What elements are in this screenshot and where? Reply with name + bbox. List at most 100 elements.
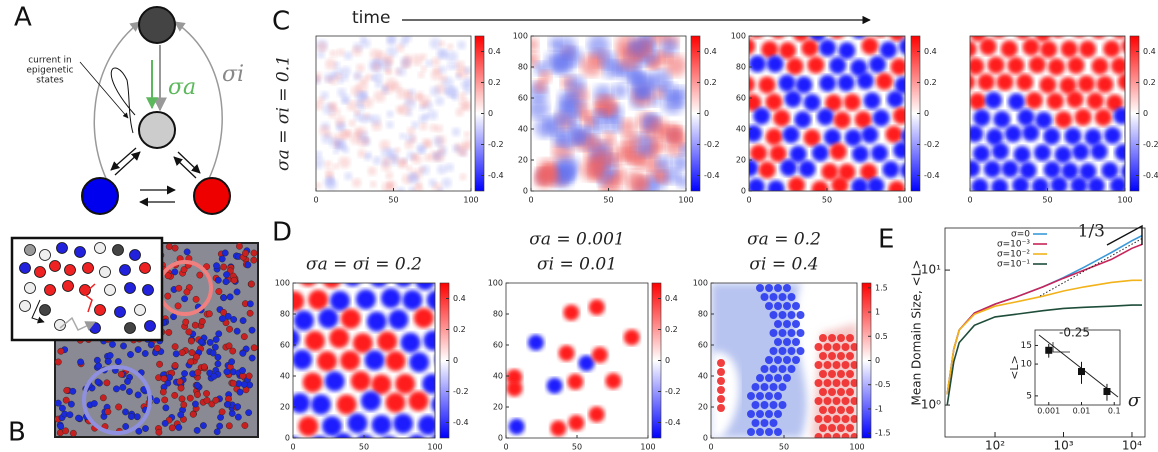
y-tick-label: 100 (513, 32, 528, 41)
texture (382, 435, 396, 438)
texture (373, 90, 386, 103)
texture (970, 40, 977, 58)
y-tick-label: 10¹ (921, 263, 941, 277)
texture (1113, 36, 1125, 39)
texture (882, 160, 900, 178)
texture (316, 182, 322, 189)
texture (861, 37, 879, 55)
particle (183, 288, 191, 296)
texture (769, 145, 787, 163)
colorbar-tick-label: -1.5 (875, 429, 891, 438)
texture (355, 100, 363, 109)
texture (783, 356, 791, 364)
texture (986, 128, 1004, 146)
fit-line (1039, 237, 1144, 297)
texture (382, 156, 391, 165)
texture (769, 311, 778, 319)
particle (187, 337, 195, 345)
particle (198, 318, 206, 325)
particle (159, 388, 167, 396)
y-tick-label: 40 (493, 372, 503, 381)
texture (413, 307, 434, 328)
colorbar-tick-label: 0.2 (924, 78, 937, 87)
texture (446, 86, 459, 99)
texture (846, 424, 854, 432)
y-tick-label: 40 (736, 125, 746, 134)
x-tick-label: 0.01 (1073, 407, 1091, 416)
slope-triangle (1052, 342, 1070, 353)
particle (245, 409, 253, 417)
texture (796, 329, 805, 337)
texture (778, 347, 787, 355)
texture (750, 144, 768, 162)
point (1077, 368, 1085, 376)
colorbar-tick-label: -0.2 (665, 387, 681, 396)
texture (435, 96, 445, 106)
particle (99, 394, 107, 402)
texture (778, 311, 787, 319)
texture (970, 36, 986, 42)
texture (783, 374, 791, 382)
inset-particle (134, 304, 146, 316)
texture (769, 401, 778, 409)
texture (792, 320, 800, 328)
particle (240, 333, 248, 341)
x-tick-label: 50 (359, 443, 369, 452)
texture (774, 392, 782, 400)
inset-particle (94, 304, 106, 316)
texture (889, 36, 905, 42)
texture (838, 42, 856, 60)
texture (365, 73, 373, 81)
particle (178, 395, 186, 403)
texture (819, 39, 837, 57)
texture (780, 159, 798, 177)
particle (69, 429, 77, 437)
texture (787, 329, 796, 337)
texture (399, 132, 406, 140)
texture (789, 145, 807, 163)
arrow (177, 151, 201, 174)
particle (225, 422, 233, 430)
particle (197, 338, 205, 346)
heatmap (970, 36, 1125, 191)
texture (424, 140, 432, 148)
texture (531, 97, 550, 120)
texture (332, 163, 339, 170)
y-tick-label: 80 (518, 63, 528, 72)
texture (388, 309, 409, 330)
texture (428, 178, 437, 187)
current-path (59, 316, 96, 331)
particle (230, 276, 238, 284)
texture (872, 109, 890, 127)
texture (860, 163, 878, 181)
particle (175, 284, 183, 292)
texture (774, 320, 782, 328)
texture (442, 88, 450, 95)
texture (814, 379, 823, 387)
texture (765, 428, 773, 436)
texture (398, 157, 408, 167)
colorbar-tick-label: 0.4 (924, 47, 937, 56)
texture (321, 416, 342, 437)
texture (351, 45, 363, 57)
texture (765, 302, 773, 310)
colorbar-tick-label: -0.5 (875, 380, 891, 389)
texture (438, 40, 446, 47)
point (1045, 346, 1053, 354)
texture (825, 94, 843, 112)
particle (185, 328, 193, 336)
inset-particle (49, 260, 61, 272)
texture (970, 92, 986, 110)
texture (293, 310, 314, 331)
texture (385, 392, 406, 413)
texture (979, 38, 997, 56)
texture (971, 178, 989, 191)
particle (250, 344, 258, 352)
texture (765, 392, 773, 400)
texture (664, 54, 686, 77)
particle (221, 249, 229, 257)
texture (863, 92, 881, 110)
texture (455, 60, 465, 70)
inset-particle (39, 304, 51, 316)
particle (160, 375, 168, 383)
